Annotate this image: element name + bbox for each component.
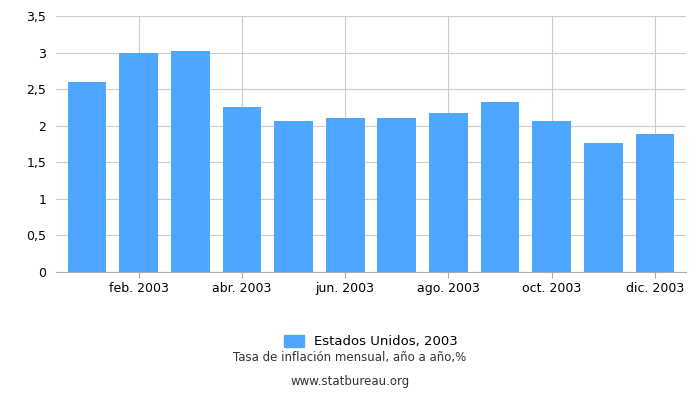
Bar <box>377 118 416 272</box>
Bar <box>119 52 158 272</box>
Bar <box>533 121 571 272</box>
Bar <box>68 82 106 272</box>
Bar <box>429 113 468 272</box>
Text: Tasa de inflación mensual, año a año,%: Tasa de inflación mensual, año a año,% <box>233 352 467 364</box>
Bar <box>223 108 261 272</box>
Bar <box>326 118 365 272</box>
Bar <box>171 51 209 272</box>
Bar <box>584 142 623 272</box>
Bar <box>481 102 519 272</box>
Text: www.statbureau.org: www.statbureau.org <box>290 376 410 388</box>
Bar <box>636 134 674 272</box>
Bar <box>274 121 313 272</box>
Legend: Estados Unidos, 2003: Estados Unidos, 2003 <box>279 330 463 354</box>
